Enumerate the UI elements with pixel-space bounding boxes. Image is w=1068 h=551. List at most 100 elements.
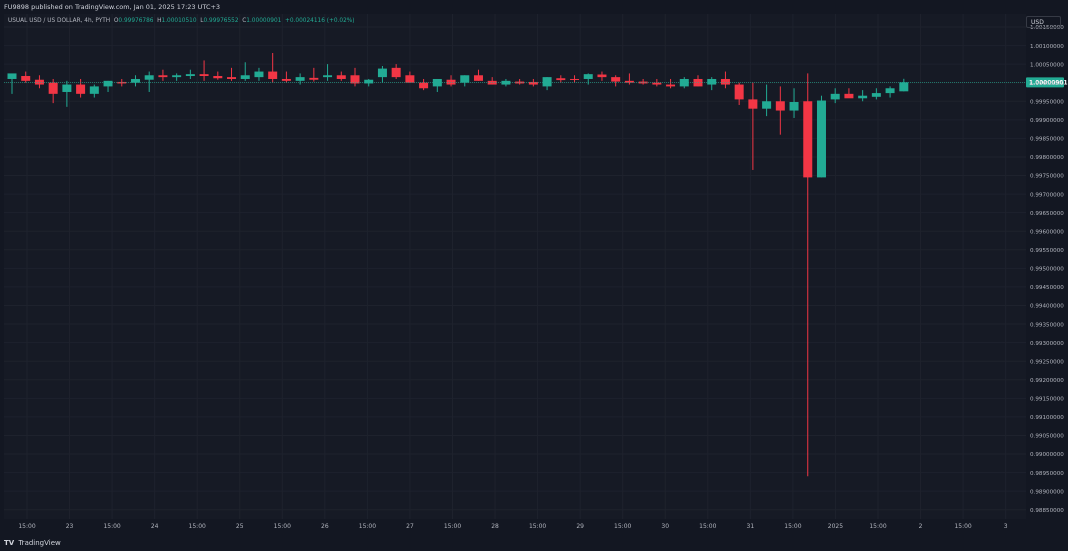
y-tick-label: 0.99650000 [1030,211,1064,217]
y-tick-label: 0.99550000 [1030,248,1064,254]
y-tick-label: 0.99600000 [1030,229,1064,235]
candle-body [501,80,511,85]
y-tick-label: 1.00100000 [1030,44,1064,50]
candle-body [199,74,209,77]
candle-body [240,75,250,79]
y-tick-label: 0.98900000 [1030,489,1064,495]
candle-body [775,101,785,111]
x-tick-label: 15:00 [529,523,546,530]
x-tick-label: 15:00 [614,523,631,530]
legend-change: +0.00024116 (+0.02%) [285,18,355,24]
candle-body [597,74,607,78]
x-tick-label: 15:00 [274,523,291,530]
candle-body [89,86,99,94]
candle-body [144,75,154,80]
y-tick-label: 0.99150000 [1030,397,1064,403]
candle-body [720,78,730,85]
candle-body [34,79,44,85]
x-tick-label: 3 [1004,523,1008,530]
y-tick-label: 0.98850000 [1030,508,1064,514]
candle-body [227,77,237,79]
candle-body [213,76,223,79]
candle-body [652,82,662,85]
legend-low-value: 0.99976552 [203,18,239,24]
y-tick-label: 0.99450000 [1030,285,1064,291]
candle-body [350,75,360,84]
candle-body [377,68,387,78]
candle-body [583,74,593,79]
y-tick-label: 1.00000000 [1030,81,1064,87]
candle-body [803,101,813,178]
candle-body [885,88,895,94]
x-tick-label: 15:00 [869,523,886,530]
y-tick-label: 1.00150000 [1030,25,1064,31]
x-tick-label: 25 [236,523,244,530]
legend-high-label: H [157,18,162,24]
candle-body [899,82,909,92]
x-tick-label: 27 [406,523,414,530]
chart-legend: USUAL USD / US DOLLAR, 4h, PYTH O 0.99976… [8,17,355,26]
candle-body [62,84,72,92]
x-tick-label: 24 [151,523,159,530]
candle-body [570,78,580,80]
candle-body [666,84,676,87]
candle-body [446,79,456,85]
chart-area[interactable] [4,14,1026,519]
candle-body [762,101,772,109]
x-tick-label: 31 [747,523,755,530]
x-tick-label: 30 [661,523,669,530]
candle-body [268,71,278,79]
x-tick-label: 26 [321,523,329,530]
y-tick-label: 0.99850000 [1030,137,1064,143]
candle-body [844,93,854,99]
candle-body [748,99,758,109]
currency-button[interactable]: USD [1026,16,1061,28]
candle-body [158,75,168,78]
candle-body [858,95,868,99]
price-axis-labels: 1.00150000 1.00100000 1.00050000 1.00000000… [1030,25,1064,514]
candle-body [48,82,58,94]
legend-symbol: USUAL USD / US DOLLAR, 4h, PYTH [8,18,111,24]
candle-body [336,75,346,79]
candle-body [76,84,86,94]
candle-body [21,76,31,81]
candle-body [323,75,333,78]
candle-body [542,77,552,87]
y-tick-label: 0.98950000 [1030,471,1064,477]
y-tick-label: 0.99800000 [1030,155,1064,161]
x-tick-label: 15:00 [103,523,120,530]
current-price-badge [1026,77,1064,88]
candle-body [117,81,127,84]
y-tick-label: 0.99500000 [1030,267,1064,273]
candle-body [281,78,291,81]
candle-body [391,67,401,78]
y-tick-label: 0.99300000 [1030,341,1064,347]
candle-body [309,77,319,80]
candle-body [707,78,717,85]
candle-body [515,81,525,84]
candle-body [364,79,374,84]
candle-body [7,73,17,79]
x-tick-label: 29 [576,523,584,530]
candle-body [295,77,305,81]
x-tick-label: 2 [919,523,923,530]
candle-body [172,75,182,78]
x-tick-label: 15:00 [699,523,716,530]
candle-body [871,93,881,97]
legend-open-label: O [113,18,119,24]
candle-body [789,102,799,111]
y-tick-label: 0.99250000 [1030,359,1064,365]
candle-body [185,74,195,77]
x-tick-label: 15:00 [359,523,376,530]
candle-body [734,84,744,100]
y-tick-label: 0.99200000 [1030,378,1064,384]
legend-close-value: 1.00000901 [246,18,282,24]
candle-body [638,81,648,84]
y-tick-label: 0.99100000 [1030,415,1064,421]
candle-body [130,78,140,83]
x-tick-label: 23 [66,523,74,530]
y-tick-label: 0.99900000 [1030,118,1064,124]
legend-close-label: C [242,18,247,24]
candle-body [405,75,415,83]
